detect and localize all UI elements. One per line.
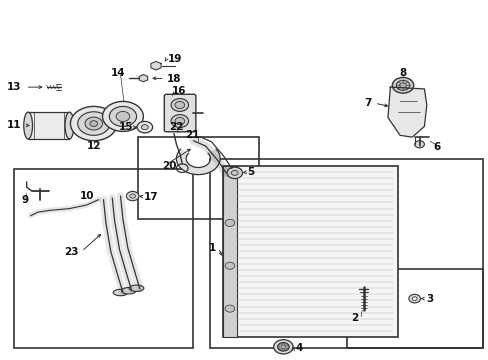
Circle shape — [90, 121, 98, 126]
Polygon shape — [176, 149, 220, 175]
Text: 14: 14 — [111, 68, 125, 78]
Text: 5: 5 — [246, 167, 254, 177]
Circle shape — [141, 125, 148, 130]
Text: 6: 6 — [432, 142, 439, 152]
Text: 7: 7 — [364, 98, 371, 108]
Bar — [137, 137, 259, 219]
Text: 11: 11 — [7, 120, 22, 130]
Circle shape — [85, 117, 102, 130]
Text: 1: 1 — [209, 243, 216, 253]
Text: 22: 22 — [169, 122, 183, 132]
Circle shape — [391, 77, 413, 93]
Circle shape — [137, 121, 152, 133]
Text: 13: 13 — [7, 82, 22, 92]
Text: 15: 15 — [119, 122, 133, 132]
Circle shape — [395, 80, 409, 90]
Ellipse shape — [113, 289, 127, 296]
Circle shape — [414, 141, 424, 148]
Text: 12: 12 — [86, 141, 101, 151]
Text: 20: 20 — [162, 161, 176, 171]
Text: 23: 23 — [63, 247, 78, 257]
Text: 9: 9 — [21, 195, 28, 204]
Polygon shape — [151, 62, 161, 70]
Ellipse shape — [129, 285, 143, 292]
Circle shape — [408, 294, 420, 303]
Circle shape — [109, 107, 136, 126]
Circle shape — [129, 194, 135, 198]
Text: 2: 2 — [351, 312, 358, 323]
Circle shape — [281, 345, 285, 348]
Circle shape — [224, 219, 234, 226]
Circle shape — [224, 262, 234, 269]
Circle shape — [226, 167, 242, 179]
Polygon shape — [387, 87, 426, 137]
Circle shape — [277, 342, 288, 351]
Bar — [28, 112, 69, 139]
Circle shape — [102, 102, 143, 131]
Bar — [210, 158, 482, 348]
Circle shape — [273, 340, 292, 354]
Text: 4: 4 — [294, 343, 302, 353]
Circle shape — [116, 111, 129, 121]
Bar — [222, 166, 397, 337]
Text: 19: 19 — [167, 54, 182, 64]
Circle shape — [175, 117, 184, 125]
Circle shape — [70, 107, 117, 141]
Circle shape — [224, 305, 234, 312]
FancyBboxPatch shape — [164, 94, 196, 132]
Ellipse shape — [121, 288, 136, 294]
Text: 16: 16 — [171, 86, 186, 96]
Circle shape — [175, 102, 184, 109]
Text: 10: 10 — [80, 191, 95, 201]
Text: 18: 18 — [166, 74, 181, 84]
Circle shape — [231, 170, 238, 175]
Text: 8: 8 — [399, 68, 406, 78]
Circle shape — [411, 297, 416, 300]
Ellipse shape — [65, 112, 74, 139]
Circle shape — [126, 192, 139, 201]
Text: 21: 21 — [184, 130, 199, 140]
Polygon shape — [139, 75, 147, 82]
Text: 17: 17 — [143, 192, 158, 202]
Bar — [14, 169, 193, 348]
Circle shape — [78, 112, 110, 135]
Ellipse shape — [24, 112, 32, 139]
Text: 3: 3 — [425, 294, 432, 303]
Circle shape — [399, 83, 406, 88]
Circle shape — [171, 99, 188, 111]
Circle shape — [171, 114, 188, 127]
Bar — [346, 269, 482, 348]
Bar — [222, 166, 237, 337]
